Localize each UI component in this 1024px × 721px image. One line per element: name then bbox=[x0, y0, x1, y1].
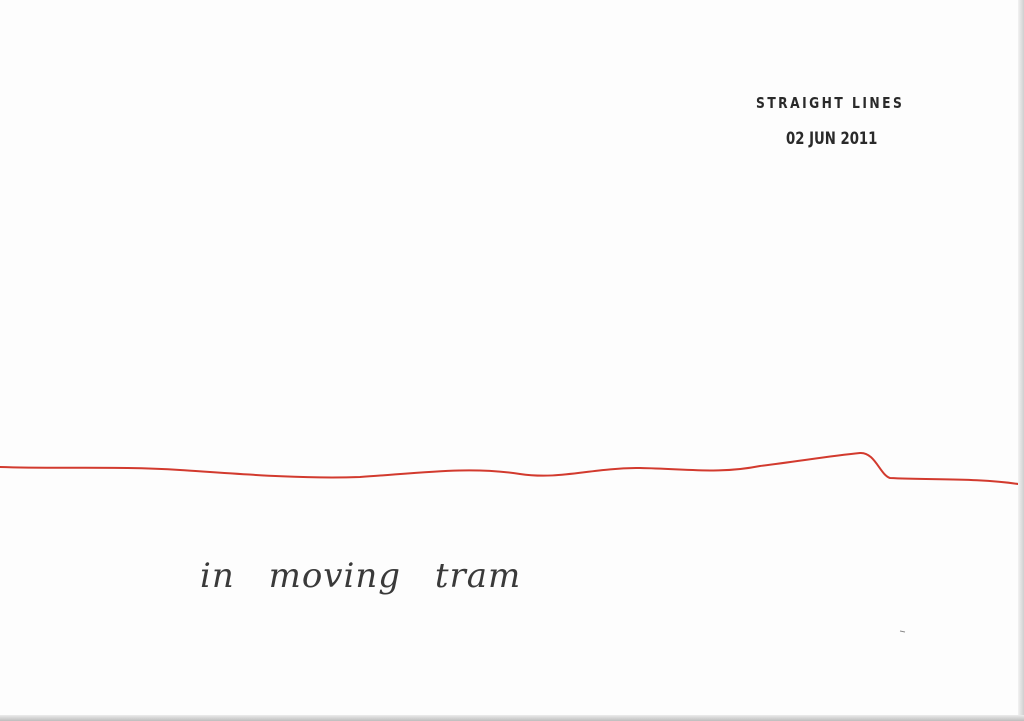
red-hand-drawn-line bbox=[0, 451, 1019, 485]
pencil-mark bbox=[899, 630, 906, 633]
handwritten-caption: in moving tram bbox=[200, 556, 522, 596]
paper-edge-right bbox=[1018, 0, 1024, 721]
paper-edge-bottom bbox=[0, 715, 1024, 721]
stamp-title: STRAIGHT LINES bbox=[756, 94, 905, 112]
stamp-date: 02 JUN 2011 bbox=[786, 129, 878, 149]
